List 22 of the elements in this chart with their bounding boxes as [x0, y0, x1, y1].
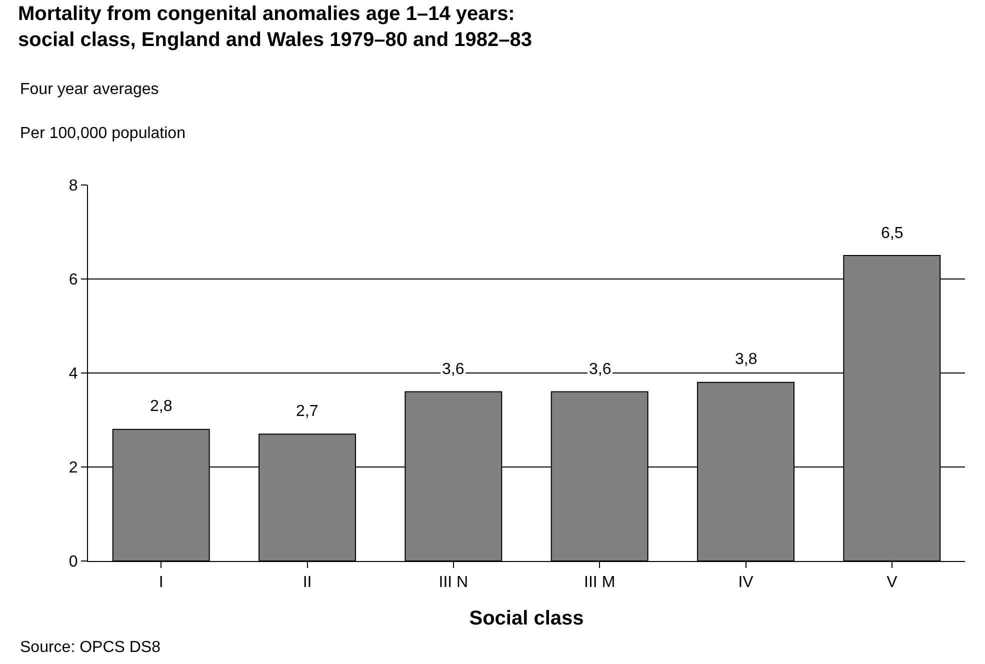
y-tick-label: 4 — [68, 366, 78, 383]
source-note: Source: OPCS DS8 — [20, 639, 161, 656]
data-label: 2,7 — [296, 403, 318, 420]
data-label: 3,6 — [442, 361, 464, 378]
x-axis-title: Social class — [469, 608, 584, 630]
y-tick-label: 6 — [68, 272, 78, 289]
chart-title: Mortality from congenital anomalies age 1–14 years: social class, England and Wales 1979–80 and 1982–83 — [18, 3, 532, 51]
x-tick-label: III M — [584, 574, 616, 592]
data-label: 2,8 — [150, 398, 172, 415]
chart-subtitle: Four year averages — [20, 81, 159, 98]
y-axis-title: Per 100,000 population — [20, 125, 186, 142]
x-tick-label: III N — [438, 574, 468, 592]
x-tick-label: V — [886, 574, 898, 592]
x-tick-label: I — [158, 574, 164, 592]
data-label: 3,6 — [589, 361, 612, 378]
data-label: 6,5 — [881, 225, 904, 242]
x-tick-label: II — [302, 574, 312, 592]
y-tick-label: 0 — [68, 554, 78, 571]
data-label: 3,8 — [735, 351, 758, 368]
y-tick-label: 2 — [68, 460, 78, 477]
x-tick-label: IV — [738, 574, 754, 592]
y-tick-label: 8 — [68, 178, 78, 195]
